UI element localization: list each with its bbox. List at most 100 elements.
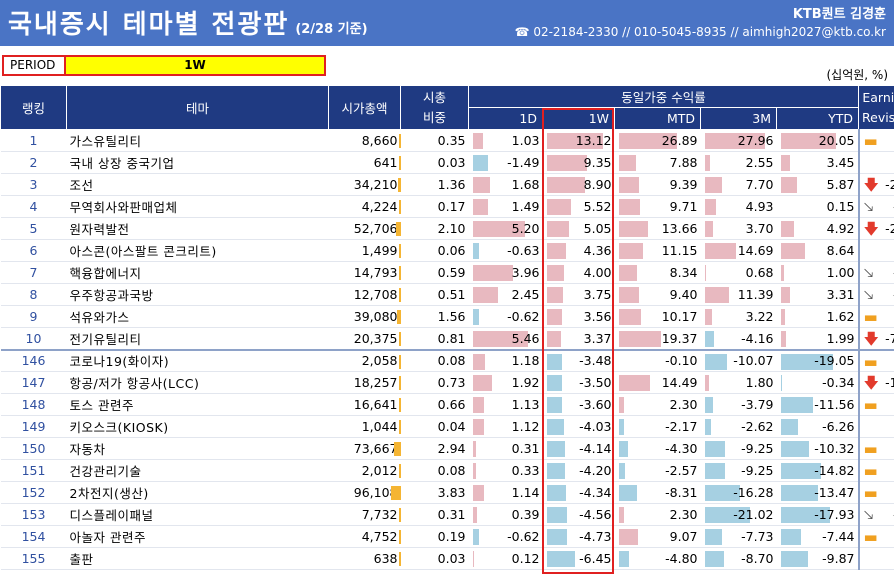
theme-cell[interactable]: 건강관리기술 <box>66 459 329 482</box>
period-selector[interactable]: 1W <box>64 55 326 76</box>
return-mtd-value: 7.88 <box>669 155 698 170</box>
theme-cell[interactable]: 아스콘(아스팔트 콘크리트) <box>66 239 329 262</box>
weight-cell: 0.31 <box>400 503 469 526</box>
return-m3-value: -4.16 <box>741 330 774 346</box>
return-ytd-cell: -17.93 <box>776 503 860 526</box>
return-ytd-cell: -6.26 <box>776 415 860 438</box>
weight-cell: 0.06 <box>400 239 469 262</box>
theme-cell[interactable]: 전기유틸리티 <box>66 327 329 350</box>
return-m3-cell: 0.68 <box>700 261 777 284</box>
return-w1-bar <box>546 551 575 567</box>
theme-cell[interactable]: 원자력발전 <box>66 217 329 240</box>
return-mtd-value: -2.57 <box>665 463 698 478</box>
table-row[interactable]: 152 2차전지(생산) 96,108 3.83 1.14 -4.34 -8.31 -16.2… <box>0 481 894 504</box>
theme-cell[interactable]: 코로나19(화이자) <box>66 348 329 372</box>
return-d1-bar <box>472 419 484 435</box>
return-d1-cell: 1.14 <box>468 481 543 504</box>
return-d1-cell: 5.46 <box>468 327 543 350</box>
revision-cell: ▬0.8 <box>858 129 894 152</box>
theme-cell[interactable]: 2차전지(생산) <box>66 481 329 504</box>
return-d1-bar <box>472 243 479 259</box>
table-row[interactable]: 151 건강관리기술 2,012 0.08 0.33 -4.20 -2.57 -9.25 -14… <box>0 459 894 482</box>
theme-cell[interactable]: 조선 <box>66 173 329 196</box>
return-mtd-value: -2.17 <box>665 419 698 434</box>
return-w1-bar <box>546 331 561 347</box>
col-1d[interactable]: 1D <box>468 107 543 130</box>
table-row[interactable]: 8 우주항공과국방 12,708 0.51 2.45 3.75 9.40 11.39 3.31 🡖… <box>0 283 894 306</box>
theme-cell[interactable]: 가스유틸리티 <box>66 129 329 152</box>
return-ytd-cell: 0.15 <box>776 195 860 218</box>
table-row[interactable]: 4 무역회사와판매업체 4,224 0.17 1.49 5.52 9.71 4.93 0.15 🡖… <box>0 195 894 218</box>
return-m3-bar <box>704 177 722 193</box>
theme-cell[interactable]: 디스플레이패널 <box>66 503 329 526</box>
table-row[interactable]: 155 출판 638 0.03 0.12 -6.45 -4.80 -8.70 -9.87 <box>0 547 894 570</box>
market-cap-cell: 641 <box>328 151 401 174</box>
theme-cell[interactable]: 핵융합에너지 <box>66 261 329 284</box>
contact-info: ☎ 02-2184-2330 // 010-5045-8935 // aimhi… <box>514 25 886 39</box>
return-ytd-bar <box>780 155 790 171</box>
return-d1-bar <box>472 551 474 567</box>
return-d1-value: -1.49 <box>507 155 540 170</box>
return-mtd-cell: 14.49 <box>614 371 701 394</box>
table-row[interactable]: 1 가스유틸리티 8,660 0.35 1.03 13.12 26.89 27.96 20.05… <box>0 129 894 152</box>
col-ytd[interactable]: YTD <box>776 107 859 130</box>
market-cap-bar <box>398 398 401 412</box>
return-w1-value: 4.36 <box>583 243 612 258</box>
theme-cell[interactable]: 키오스크(KIOSK) <box>66 415 329 438</box>
return-m3-bar <box>704 331 714 347</box>
return-d1-cell: 0.33 <box>468 459 543 482</box>
col-revisions[interactable]: Earnings Revisions <box>858 85 894 130</box>
theme-cell[interactable]: 무역회사와판매업체 <box>66 195 329 218</box>
table-row[interactable]: 154 아놀자 관련주 4,752 0.19 -0.62 -4.73 9.07 -7.73 -7… <box>0 525 894 548</box>
table-row[interactable]: 146 코로나19(화이자) 2,058 0.08 1.18 -3.48 -0.10 -10.… <box>0 348 894 372</box>
return-w1-cell: -4.34 <box>542 481 615 504</box>
table-row[interactable]: 10 전기유틸리티 20,375 0.81 5.46 3.37 19.37 -4.16 1.99… <box>0 327 894 350</box>
col-theme[interactable]: 테마 <box>66 85 329 130</box>
table-row[interactable]: 150 자동차 73,667 2.94 0.31 -4.14 -4.30 -9.25 -10.3… <box>0 437 894 460</box>
market-cap-cell: 18,257 <box>328 371 401 394</box>
return-m3-value: -16.28 <box>733 485 774 500</box>
theme-cell[interactable]: 우주항공과국방 <box>66 283 329 306</box>
theme-cell[interactable]: 토스 관련주 <box>66 393 329 416</box>
return-mtd-cell: 9.39 <box>614 173 701 196</box>
return-d1-value: 1.49 <box>511 199 540 214</box>
market-cap-value: 4,752 <box>361 529 398 544</box>
col-cap[interactable]: 시가총액 <box>328 85 401 130</box>
return-mtd-cell: -4.80 <box>614 547 701 570</box>
table-row[interactable]: 153 디스플레이패널 7,732 0.31 0.39 -4.56 2.30 -21.02 -1… <box>0 503 894 526</box>
rank-cell: 4 <box>0 195 67 218</box>
table-row[interactable]: 6 아스콘(아스팔트 콘크리트) 1,499 0.06 -0.63 4.36 11.15 14… <box>0 239 894 262</box>
return-ytd-value: -11.56 <box>814 397 855 412</box>
table-row[interactable]: 2 국내 상장 중국기업 641 0.03 -1.49 9.35 7.88 2.55 3.45 <box>0 151 894 174</box>
table-row[interactable]: 149 키오스크(KIOSK) 1,044 0.04 1.12 -4.03 -2.17 -2.… <box>0 415 894 438</box>
return-m3-value: -9.25 <box>741 441 774 456</box>
table-row[interactable]: 147 항공/저가 항공사(LCC) 18,257 0.73 1.92 -3.50 14.4… <box>0 371 894 394</box>
return-w1-cell: 3.56 <box>542 305 615 328</box>
col-1w[interactable]: 1W <box>542 107 615 130</box>
theme-cell[interactable]: 출판 <box>66 547 329 570</box>
return-d1-value: 1.92 <box>511 375 540 390</box>
theme-cell[interactable]: 국내 상장 중국기업 <box>66 151 329 174</box>
col-mtd[interactable]: MTD <box>614 107 701 130</box>
theme-cell[interactable]: 항공/저가 항공사(LCC) <box>66 371 329 394</box>
theme-cell[interactable]: 자동차 <box>66 437 329 460</box>
return-m3-cell: -21.02 <box>700 503 777 526</box>
theme-cell[interactable]: 석유와가스 <box>66 305 329 328</box>
theme-cell[interactable]: 아놀자 관련주 <box>66 525 329 548</box>
down-right-arrow-icon: 🡖 <box>863 264 874 282</box>
return-mtd-value: -4.30 <box>665 441 698 456</box>
down-arrow-icon: 🡇 <box>863 374 879 392</box>
col-weight[interactable]: 시총 비중 <box>400 85 469 130</box>
return-w1-value: -3.48 <box>579 353 612 369</box>
table-row[interactable]: 148 토스 관련주 16,641 0.66 1.13 -3.60 2.30 -3.79 -11… <box>0 393 894 416</box>
return-d1-value: 0.12 <box>511 551 540 566</box>
return-w1-bar <box>546 133 603 149</box>
return-m3-bar <box>704 529 722 545</box>
rank-cell: 1 <box>0 129 67 152</box>
col-3m[interactable]: 3M <box>700 107 777 130</box>
col-rank[interactable]: 랭킹 <box>0 85 67 130</box>
